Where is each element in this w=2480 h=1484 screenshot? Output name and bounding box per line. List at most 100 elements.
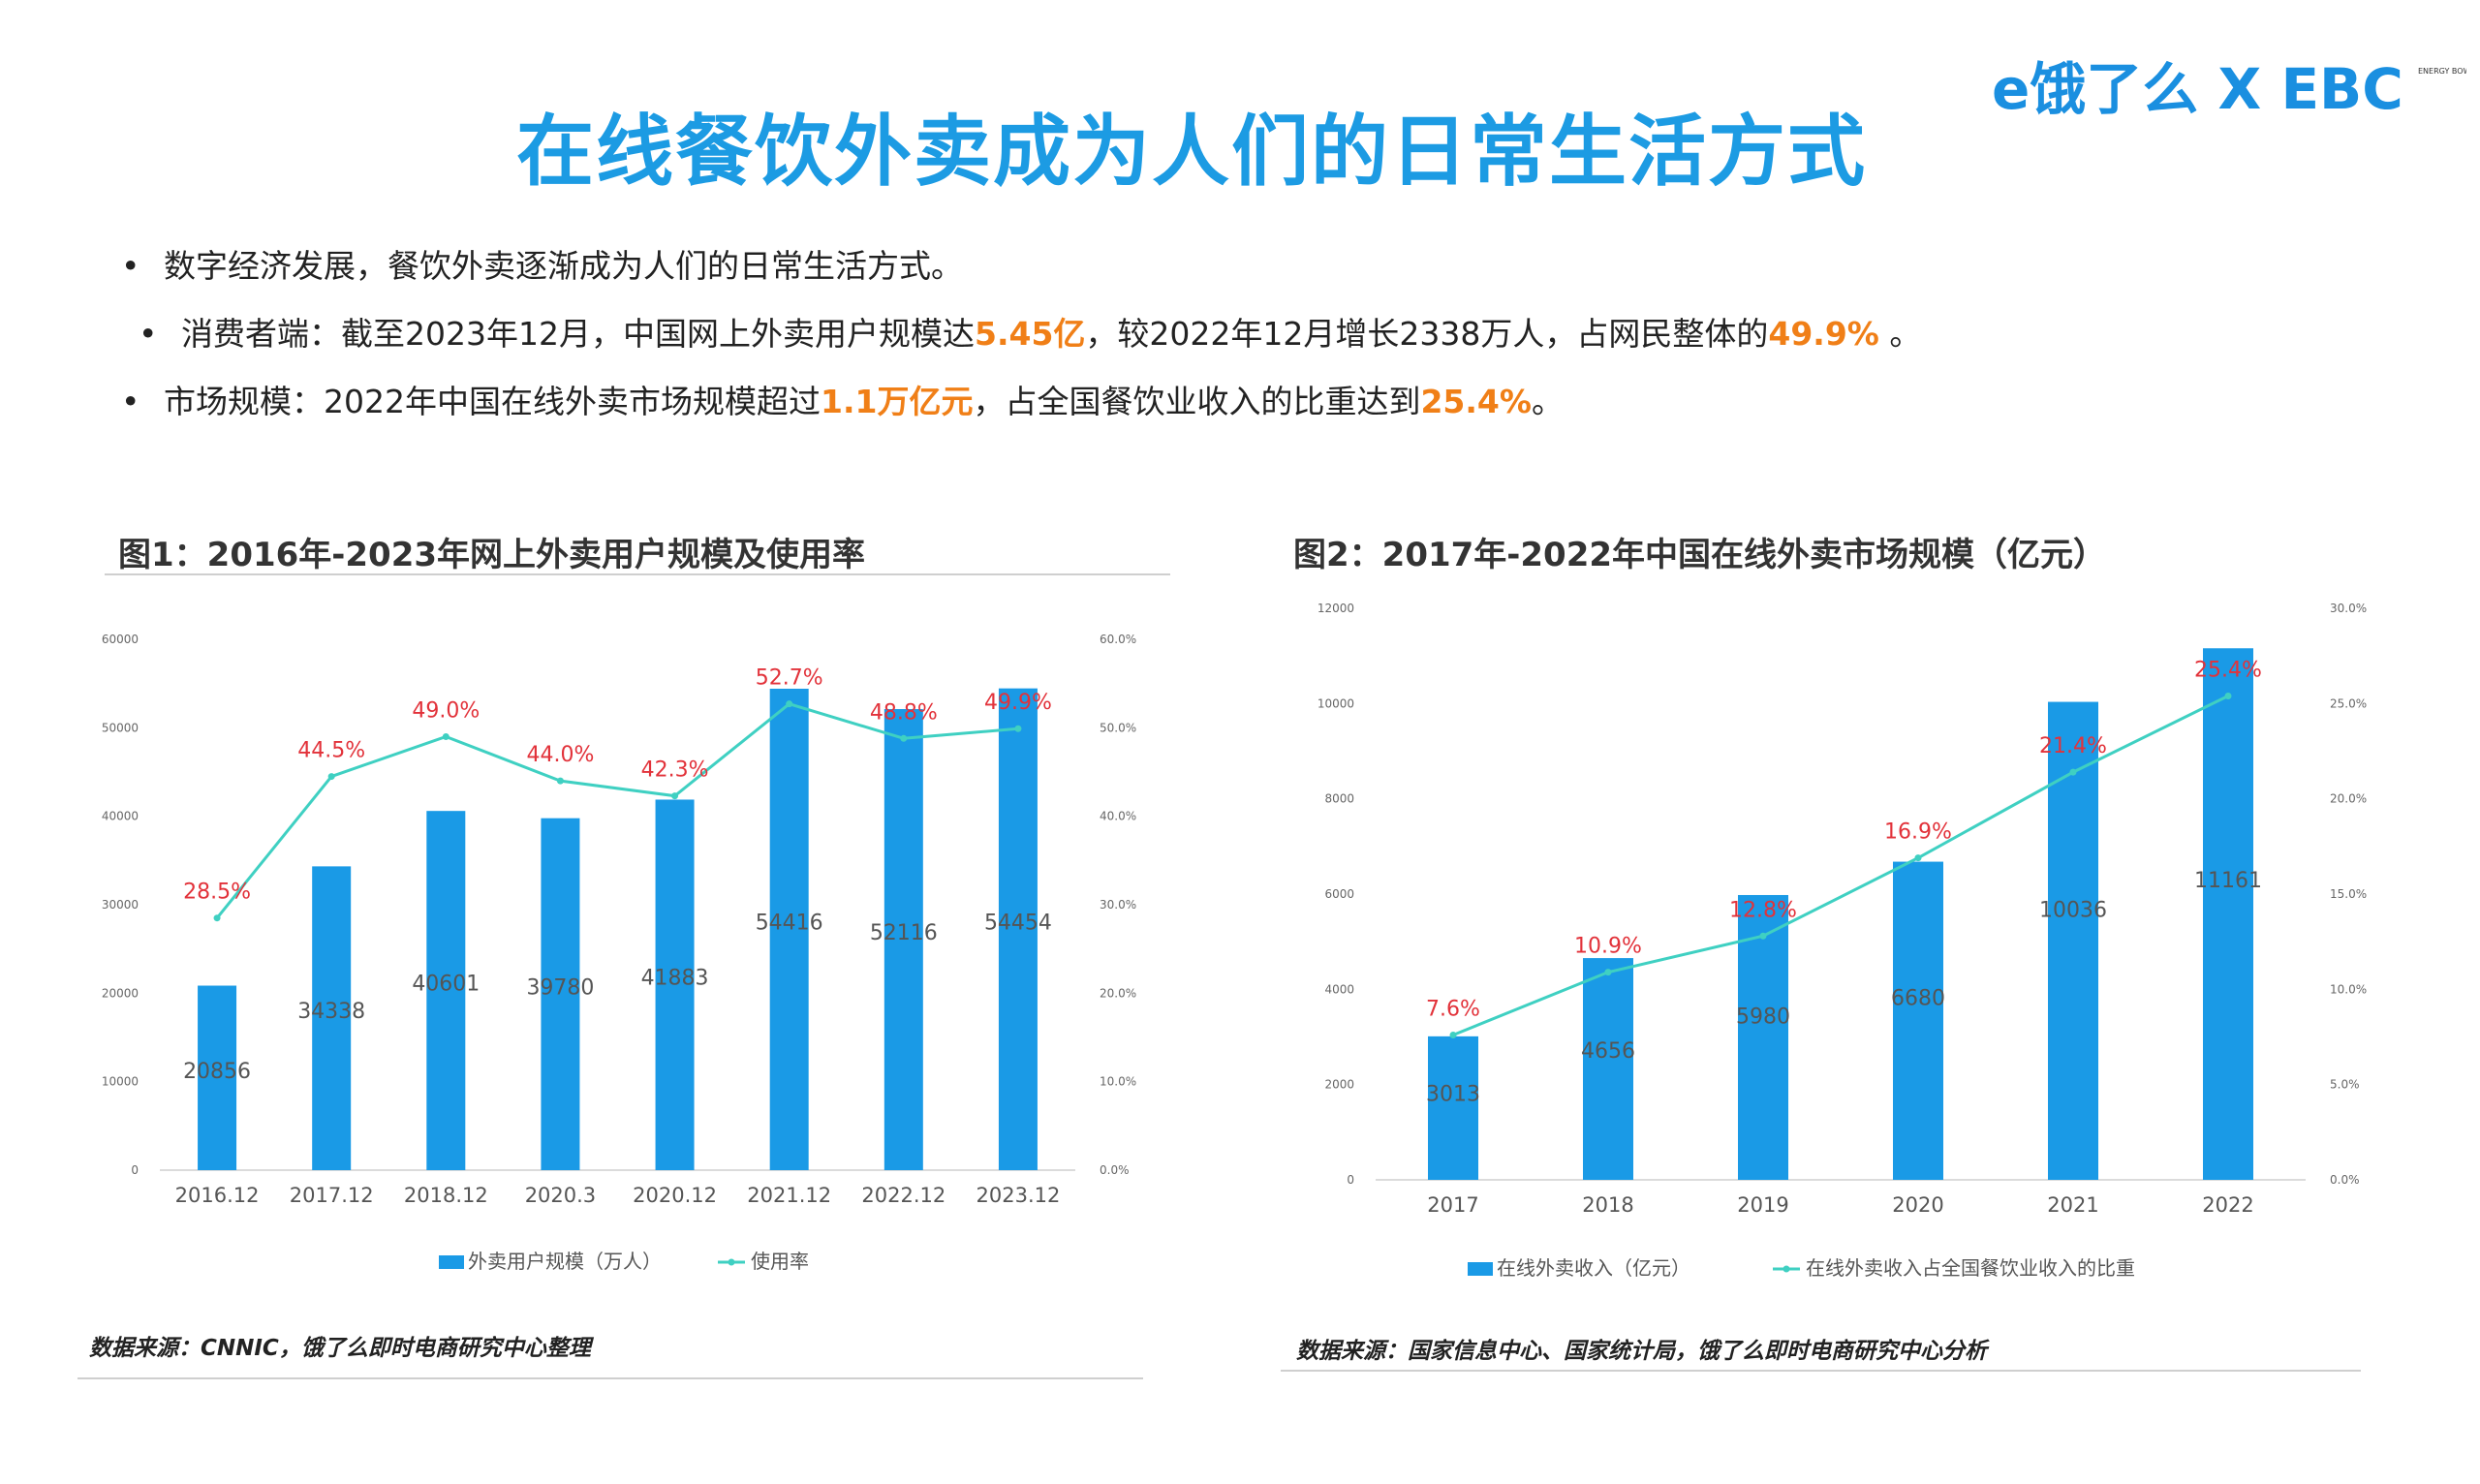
y-left-tick-label: 2000: [1324, 1078, 1354, 1092]
chart-market-scale: 0 2000 4000 6000 8000 10000 12000 0.0% 5.0% 10.0%…: [1318, 602, 2367, 1280]
x-tick-label: 2017: [1427, 1193, 1478, 1217]
x-tick-label: 2020.12: [633, 1184, 717, 1207]
y-left-tick-label: 6000: [1324, 887, 1354, 901]
rate-point: [442, 732, 450, 740]
logo-small-text: ENERGY BOWL: [2418, 67, 2466, 76]
bar: [312, 866, 352, 1170]
bar-value-label: 6680: [1891, 986, 1945, 1010]
figure1-source-rule: [78, 1377, 1143, 1379]
rate-point: [900, 734, 908, 742]
y-right-tick-label: 30.0%: [1100, 898, 1136, 912]
rate-point: [1449, 1032, 1457, 1039]
legend-bar-label: 在线外卖收入（亿元）: [1497, 1256, 1690, 1280]
bullet-text: ，占全国餐饮业收入的比重达到: [973, 383, 1421, 420]
bar-value-label: 54416: [756, 912, 823, 936]
x-tick-label: 2020.3: [525, 1184, 596, 1207]
bar: [1738, 894, 1788, 1180]
bar: [655, 799, 695, 1170]
y-left-tick-label: 40000: [102, 810, 139, 823]
figure1-title: 图1：2016年-2023年网上外卖用户规模及使用率: [118, 536, 866, 574]
y-right-tick-label: 10.0%: [2330, 982, 2367, 996]
x-tick-label: 2017.12: [290, 1184, 374, 1207]
bullet-text: 。: [1531, 383, 1564, 420]
y-left-tick-label: 4000: [1324, 982, 1354, 996]
bullet-text: 消费者端：截至2023年12月，中国网上外卖用户规模达: [181, 315, 975, 353]
y-left-tick-label: 12000: [1318, 602, 1354, 615]
bar: [998, 688, 1038, 1170]
y-right-tick-label: 20.0%: [1100, 986, 1136, 1000]
brand-logo: e饿了么 X EBC ENERGY BOWL: [1992, 56, 2466, 122]
x-tick-label: 2022.12: [861, 1184, 946, 1207]
bullet-text: 。: [1878, 315, 1922, 353]
x-tick-label: 2020: [1892, 1193, 1943, 1217]
legend-line-marker: [728, 1258, 735, 1266]
bullet-dot: •: [121, 383, 140, 420]
bar: [198, 985, 237, 1170]
y-left-tick-label: 50000: [102, 721, 139, 734]
bullet-text: 市场规模：2022年中国在线外卖市场规模超过: [164, 383, 821, 420]
y-left-tick-label: 10000: [1318, 696, 1354, 710]
rate-value-label: 7.6%: [1426, 998, 1480, 1022]
bar: [2203, 648, 2253, 1180]
page-title: 在线餐饮外卖成为人们的日常生活方式: [516, 107, 1867, 197]
x-tick-label: 2018: [1582, 1193, 1633, 1217]
figure2-title: 图2：2017年-2022年中国在线外卖市场规模（亿元）: [1293, 536, 2107, 574]
rate-value-label: 44.0%: [526, 743, 594, 767]
legend-line-marker: [1782, 1265, 1790, 1273]
rate-value-label: 12.8%: [1729, 898, 1797, 922]
rate-point: [1014, 725, 1022, 732]
rate-value-label: 28.5%: [183, 881, 251, 905]
rate-value-label: 52.7%: [756, 666, 823, 691]
bar-value-label: 20856: [183, 1060, 251, 1084]
bar-value-label: 10036: [2039, 899, 2107, 923]
bar-value-label: 4656: [1581, 1039, 1635, 1064]
rate-point: [2224, 692, 2232, 699]
figure2-source-rule: [1281, 1370, 2361, 1372]
bar-value-label: 40601: [412, 973, 480, 997]
y-left-tick-label: 30000: [102, 898, 139, 912]
rate-point: [2069, 768, 2077, 776]
bar: [541, 818, 580, 1170]
bar-value-label: 3013: [1426, 1083, 1480, 1107]
y-right-tick-label: 5.0%: [2330, 1078, 2360, 1092]
bar: [1428, 1036, 1478, 1180]
highlight-value: 25.4%: [1420, 383, 1532, 420]
highlight-value: 49.9%: [1768, 315, 1879, 353]
bullet-item: • 消费者端：截至2023年12月，中国网上外卖用户规模达5.45亿，较2022年…: [139, 308, 1921, 355]
y-left-tick-label: 0: [1347, 1173, 1354, 1187]
rate-line: [215, 702, 1019, 919]
bar-value-label: 39780: [526, 975, 594, 1000]
rate-value-label: 21.4%: [2039, 734, 2107, 758]
bullet-text: 数字经济发展，餐饮外卖逐渐成为人们的日常生活方式。: [164, 247, 963, 285]
rate-value-label: 25.4%: [2194, 658, 2262, 682]
bar-value-label: 54454: [984, 911, 1052, 935]
rate-value-label: 48.8%: [870, 700, 938, 725]
y-left-tick-label: 10000: [102, 1075, 139, 1089]
y-right-tick-label: 0.0%: [1100, 1163, 1130, 1177]
figure2-source: 数据来源：国家信息中心、国家统计局，饿了么即时电商研究中心分析: [1296, 1339, 1987, 1364]
bullet-item: • 数字经济发展，餐饮外卖逐渐成为人们的日常生活方式。: [121, 240, 963, 287]
rate-point: [556, 777, 564, 785]
rate-value-label: 16.9%: [1884, 820, 1952, 845]
bar: [1583, 958, 1633, 1180]
bar: [1893, 861, 1943, 1180]
figure1-title-rule: [105, 573, 1170, 575]
x-tick-label: 2016.12: [175, 1184, 260, 1207]
bar: [426, 811, 466, 1170]
x-tick-label: 2018.12: [404, 1184, 488, 1207]
bullet-item: • 市场规模：2022年中国在线外卖市场规模超过1.1万亿元，占全国餐饮业收入的比…: [121, 376, 1564, 422]
y-right-tick-label: 60.0%: [1100, 633, 1136, 646]
bar: [769, 689, 809, 1170]
y-right-tick-label: 50.0%: [1100, 721, 1136, 734]
y-right-tick-label: 30.0%: [2330, 602, 2367, 615]
x-tick-label: 2019: [1737, 1193, 1788, 1217]
highlight-value: 1.1万亿元: [820, 383, 974, 420]
rate-point: [671, 792, 679, 800]
y-left-tick-label: 0: [131, 1163, 139, 1177]
y-right-tick-label: 40.0%: [1100, 810, 1136, 823]
rate-point: [1914, 854, 1922, 862]
rate-value-label: 44.5%: [297, 739, 365, 763]
figure1-source: 数据来源：CNNIC，饿了么即时电商研究中心整理: [89, 1336, 591, 1361]
y-left-tick-label: 60000: [102, 633, 139, 646]
bar-value-label: 52116: [870, 921, 938, 945]
